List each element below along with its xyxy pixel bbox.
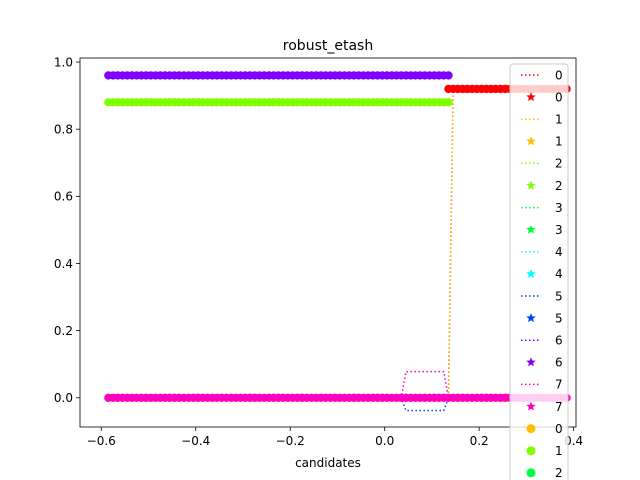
- legend: 00112233445566770123: [509, 63, 569, 480]
- y-tick-label: 1.0: [54, 55, 73, 69]
- x-tick-label: 0.0: [375, 434, 394, 448]
- legend-label: 3: [555, 223, 563, 237]
- legend-label: 4: [555, 267, 563, 281]
- legend-star-marker: [526, 313, 536, 323]
- legend-label: 0: [555, 422, 563, 436]
- y-tick-label: 0.6: [54, 190, 73, 204]
- legend-star-marker: [526, 136, 536, 146]
- legend-label: 0: [555, 68, 563, 82]
- legend-label: 0: [555, 90, 563, 104]
- legend-circle-marker: [526, 424, 536, 434]
- legend-star-marker: [526, 180, 536, 190]
- legend-label: 6: [555, 356, 563, 370]
- legend-star-marker: [526, 401, 536, 411]
- scatter-point-series-1: [444, 98, 453, 107]
- x-tick-label: −0.6: [87, 434, 116, 448]
- scatter-point-series-2: [444, 71, 453, 80]
- x-tick-label: −0.2: [276, 434, 305, 448]
- legend-label: 3: [555, 201, 563, 215]
- legend-frame: [509, 63, 569, 480]
- legend-label: 4: [555, 245, 563, 259]
- y-tick-label: 0.4: [54, 257, 73, 271]
- legend-label: 1: [555, 135, 563, 149]
- legend-label: 7: [555, 378, 563, 392]
- legend-label: 6: [555, 334, 563, 348]
- legend-star-marker: [526, 357, 536, 367]
- x-axis-ticks: −0.6 −0.4 −0.2 0.0 0.2 0.4: [87, 427, 583, 448]
- plot-area: [80, 58, 576, 427]
- y-tick-label: 0.8: [54, 122, 73, 136]
- y-axis-ticks: 0.0 0.2 0.4 0.6 0.8 1.0: [54, 55, 80, 405]
- chart-title: robust_etash: [283, 38, 373, 54]
- x-tick-label: 0.4: [564, 434, 583, 448]
- legend-circle-marker: [526, 468, 536, 478]
- legend-label: 7: [555, 400, 563, 414]
- legend-label: 5: [555, 289, 563, 303]
- legend-circle-marker: [526, 446, 536, 456]
- legend-label: 1: [555, 113, 563, 127]
- legend-star-marker: [526, 268, 536, 278]
- x-axis-label: candidates: [295, 456, 361, 470]
- x-tick-label: −0.4: [181, 434, 210, 448]
- y-tick-label: 0.2: [54, 324, 73, 338]
- legend-label: 2: [555, 466, 563, 480]
- axes-layer: [79, 57, 577, 428]
- legend-star-marker: [526, 92, 536, 102]
- axes-frame: [79, 57, 577, 428]
- x-tick-label: 0.2: [470, 434, 489, 448]
- legend-star-marker: [526, 224, 536, 234]
- legend-label: 5: [555, 311, 563, 325]
- legend-label: 2: [555, 157, 563, 171]
- legend-label: 1: [555, 444, 563, 458]
- y-tick-label: 0.0: [54, 391, 73, 405]
- legend-label: 2: [555, 179, 563, 193]
